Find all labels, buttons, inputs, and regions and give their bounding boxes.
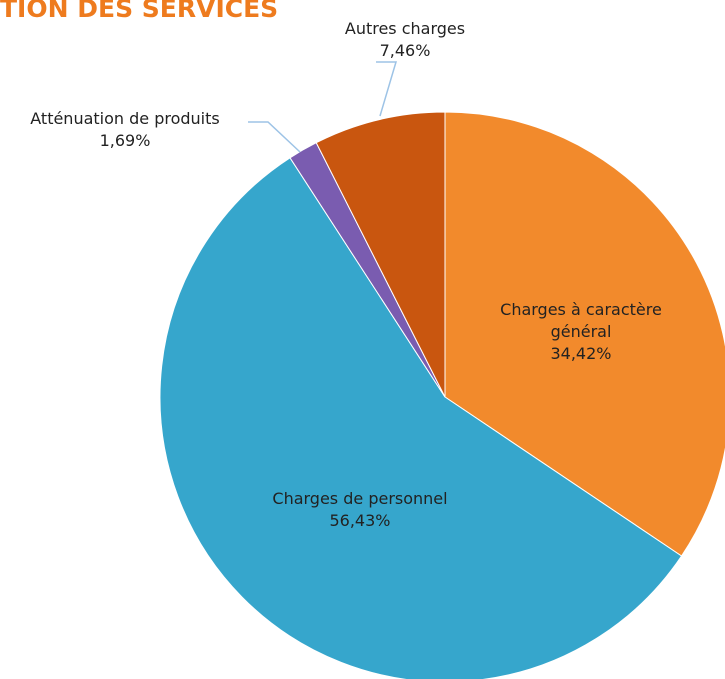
category-label: Charges à caractère général	[500, 300, 662, 341]
value-label: 34,42%	[550, 344, 612, 363]
slice-label: Autres charges 7,46%	[315, 18, 495, 62]
value-label: 7,46%	[379, 41, 431, 60]
pie-slice	[159, 157, 683, 679]
leader-line	[376, 61, 398, 117]
leader-line	[248, 121, 301, 153]
slice-label: Atténuation de produits 1,69%	[0, 108, 255, 152]
slice-label: Charges à caractère général 34,42%	[481, 299, 681, 365]
pie-slice	[444, 111, 725, 557]
slice-label: Charges de personnel 56,43%	[240, 488, 480, 532]
value-label: 56,43%	[329, 511, 391, 530]
category-label: Atténuation de produits	[30, 109, 220, 128]
category-label: Autres charges	[344, 19, 466, 38]
value-label: 1,69%	[99, 131, 151, 150]
chart-title: TION DES SERVICES	[0, 0, 279, 23]
pie-slice	[315, 111, 446, 398]
category-label: Charges de personnel	[272, 489, 448, 508]
